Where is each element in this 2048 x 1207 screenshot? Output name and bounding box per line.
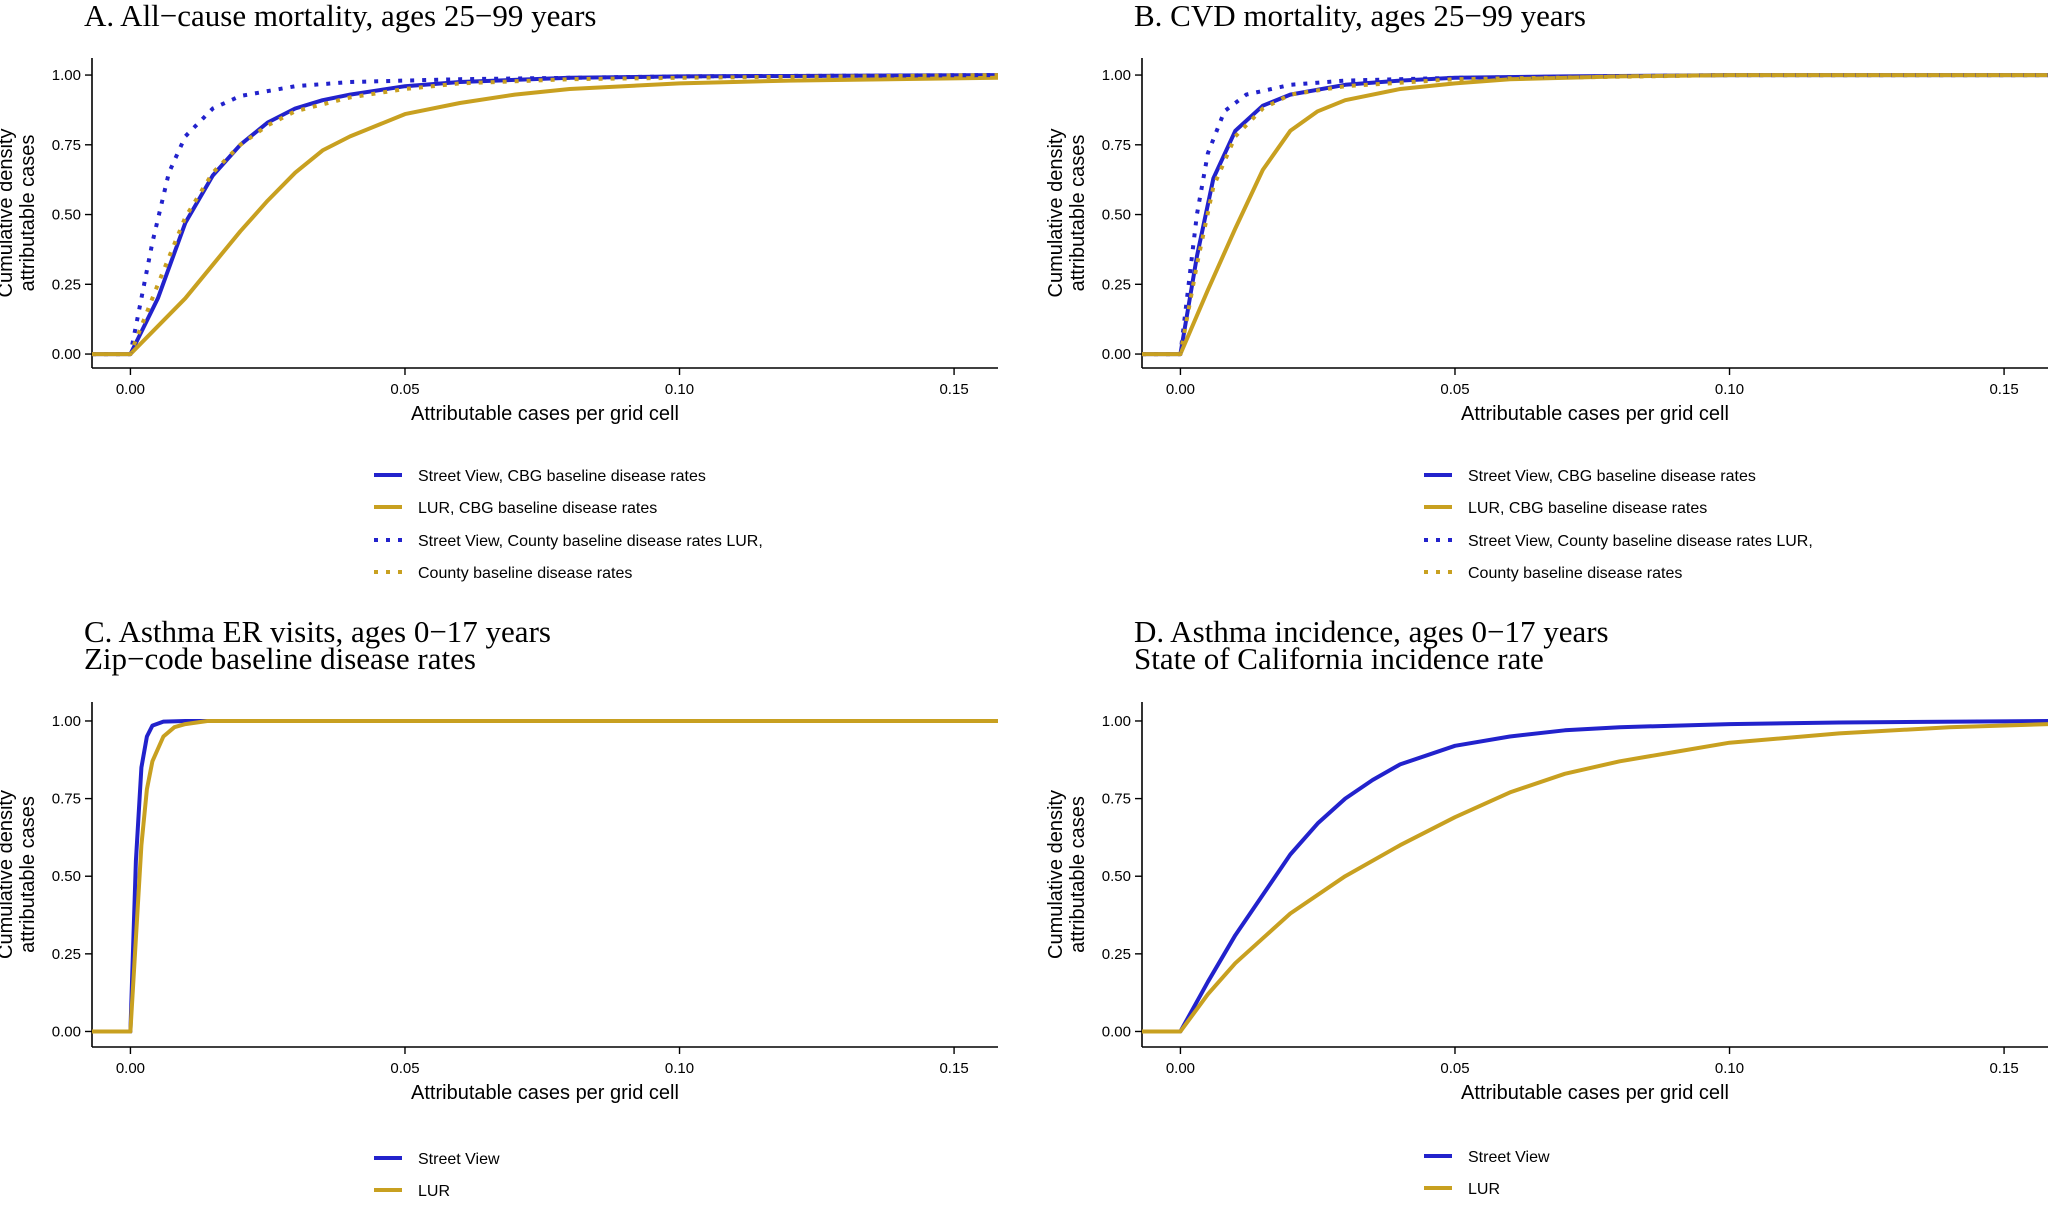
panel-c-legend-label-1: Street View — [418, 1151, 500, 1168]
panel-a-title-line-1: A. All−cause mortality, ages 25−99 years — [84, 0, 596, 33]
panel-d-y-axis-title-line-2: attributable cases — [1067, 796, 1089, 953]
panel-b-legend-label-3: Street View, County baseline disease rat… — [1468, 533, 1813, 550]
panel-d-y-tick-label: 0.00 — [1102, 1023, 1131, 1040]
panel-c-y-tick-label: 1.00 — [52, 713, 81, 730]
panel-b-y-tick-label: 0.25 — [1102, 276, 1131, 293]
panel-b-y-tick-label: 0.00 — [1102, 346, 1131, 363]
panel-a-x-tick-label: 0.05 — [390, 381, 419, 398]
panel-d-y-tick-label: 1.00 — [1102, 713, 1131, 730]
panel-b-series-3-line — [1142, 73, 2048, 357]
panel-a-series-2-line — [92, 75, 998, 357]
panel-b-series-4-line — [1142, 73, 2048, 357]
panel-d-y-tick-label: 0.75 — [1102, 791, 1131, 808]
panel-c-x-axis-title: Attributable cases per grid cell — [411, 1082, 679, 1104]
panel-c-x-tick-label: 0.05 — [390, 1060, 419, 1077]
panel-d-legend-label-1: Street View — [1468, 1149, 1550, 1166]
panel-b-x-tick-label: 0.10 — [1715, 381, 1744, 398]
panel-b-legend-label-4: County baseline disease rates — [1468, 565, 1682, 582]
panel-a-y-tick-label: 0.75 — [52, 137, 81, 154]
panel-a-y-tick-label: 1.00 — [52, 67, 81, 84]
panel-b-y-axis-title-line-2: attributable cases — [1067, 135, 1089, 292]
panel-c-series-1-line — [92, 719, 998, 1034]
panel-a-series-4-line — [92, 73, 998, 357]
panel-c-series-2-line — [92, 719, 998, 1034]
panel-b-x-tick-label: 0.05 — [1440, 381, 1469, 398]
panel-a-y-tick-label: 0.00 — [52, 346, 81, 363]
panel-a-y-axis-title-line-2: attributable cases — [17, 135, 39, 292]
panel-a-y-tick-label: 0.25 — [52, 276, 81, 293]
panel-c-y-tick-label: 0.50 — [52, 868, 81, 885]
panel-d-x-tick-label: 0.15 — [1989, 1060, 2018, 1077]
panel-c-y-tick-label: 0.25 — [52, 946, 81, 963]
panel-b-series-2-line — [1142, 73, 2048, 357]
panel-b-y-tick-label: 1.00 — [1102, 67, 1131, 84]
panel-d-y-tick-label: 0.50 — [1102, 868, 1131, 885]
panel-a-x-tick-label: 0.10 — [665, 381, 694, 398]
panel-a-y-axis-title-line-1: Cumulative density — [0, 129, 17, 298]
panel-b-x-tick-label: 0.15 — [1989, 381, 2018, 398]
panel-b-legend-label-2: LUR, CBG baseline disease rates — [1468, 500, 1707, 517]
panel-a-legend-label-3: Street View, County baseline disease rat… — [418, 533, 763, 550]
panel-a-series-3-line — [92, 73, 998, 357]
panel-c-x-tick-label: 0.10 — [665, 1060, 694, 1077]
panel-a-series-1-line — [92, 73, 998, 357]
panel-d-series-2-line — [1142, 722, 2048, 1034]
panel-b-y-tick-label: 0.75 — [1102, 137, 1131, 154]
panel-b-series-1-line — [1142, 73, 2048, 357]
panel-d-x-tick-label: 0.05 — [1440, 1060, 1469, 1077]
panel-c-y-axis-title-line-1: Cumulative density — [0, 790, 17, 959]
panel-c-y-tick-label: 0.00 — [52, 1023, 81, 1040]
panel-b-y-axis-title-line-1: Cumulative density — [1045, 129, 1067, 298]
panel-c-y-tick-label: 0.75 — [52, 791, 81, 808]
panel-c-y-axis-title-line-2: attributable cases — [17, 796, 39, 953]
panel-d-x-axis-title: Attributable cases per grid cell — [1461, 1082, 1729, 1104]
panel-a-x-tick-label: 0.00 — [116, 381, 145, 398]
panel-c-title-line-1: C. Asthma ER visits, ages 0−17 years — [84, 614, 551, 649]
panel-c-x-tick-label: 0.00 — [116, 1060, 145, 1077]
panel-b-y-tick-label: 0.50 — [1102, 207, 1131, 224]
panel-c-title-line-2: Zip−code baseline disease rates — [84, 641, 476, 676]
panel-b-x-axis-title: Attributable cases per grid cell — [1461, 403, 1729, 425]
panel-a-legend-label-1: Street View, CBG baseline disease rates — [418, 468, 706, 485]
panel-d-title-line-2: State of California incidence rate — [1134, 641, 1544, 676]
panel-b-legend-label-1: Street View, CBG baseline disease rates — [1468, 468, 1756, 485]
panel-d-x-tick-label: 0.10 — [1715, 1060, 1744, 1077]
panel-c-legend-label-2: LUR — [418, 1183, 450, 1200]
panel-d-legend-label-2: LUR — [1468, 1181, 1500, 1198]
panel-b-title-line-1: B. CVD mortality, ages 25−99 years — [1134, 0, 1586, 33]
panel-d-y-tick-label: 0.25 — [1102, 946, 1131, 963]
panel-a-x-tick-label: 0.15 — [939, 381, 968, 398]
panel-a-legend-label-4: County baseline disease rates — [418, 565, 632, 582]
panel-a-y-tick-label: 0.50 — [52, 207, 81, 224]
panel-d-series-1-line — [1142, 719, 2048, 1034]
panel-c-x-tick-label: 0.15 — [939, 1060, 968, 1077]
panel-a-x-axis-title: Attributable cases per grid cell — [411, 403, 679, 425]
panel-d-y-axis-title-line-1: Cumulative density — [1045, 790, 1067, 959]
panel-b-x-tick-label: 0.00 — [1166, 381, 1195, 398]
panel-d-title-line-1: D. Asthma incidence, ages 0−17 years — [1134, 614, 1609, 649]
panel-a-legend-label-2: LUR, CBG baseline disease rates — [418, 500, 657, 517]
panel-d-x-tick-label: 0.00 — [1166, 1060, 1195, 1077]
